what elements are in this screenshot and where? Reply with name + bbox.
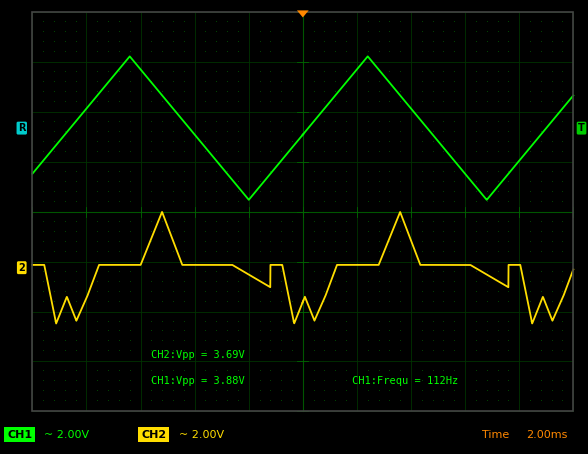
Text: 2.00ms: 2.00ms bbox=[526, 429, 567, 440]
Text: 2: 2 bbox=[18, 263, 25, 273]
Text: ~ 2.00V: ~ 2.00V bbox=[44, 429, 89, 440]
Text: ~ 2.00V: ~ 2.00V bbox=[179, 429, 225, 440]
Text: Time: Time bbox=[482, 429, 509, 440]
Text: CH1:Vpp = 3.88V: CH1:Vpp = 3.88V bbox=[151, 376, 245, 386]
Text: CH1:Frequ = 112Hz: CH1:Frequ = 112Hz bbox=[352, 376, 457, 386]
Text: CH2: CH2 bbox=[141, 429, 166, 440]
Polygon shape bbox=[297, 10, 309, 17]
Text: CH1: CH1 bbox=[7, 429, 32, 440]
Text: R: R bbox=[18, 123, 25, 133]
Text: CH2:Vpp = 3.69V: CH2:Vpp = 3.69V bbox=[151, 350, 245, 360]
Text: T: T bbox=[578, 123, 585, 133]
